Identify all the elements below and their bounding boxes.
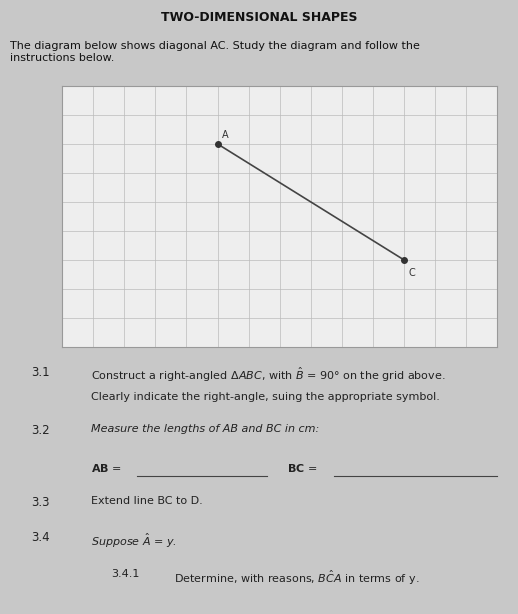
- Text: 3.1: 3.1: [31, 365, 50, 379]
- Text: A: A: [222, 130, 229, 140]
- Text: $\mathbf{AB}$ =: $\mathbf{AB}$ =: [91, 462, 121, 474]
- Text: TWO-DIMENSIONAL SHAPES: TWO-DIMENSIONAL SHAPES: [161, 12, 357, 25]
- Text: Extend line BC to D.: Extend line BC to D.: [91, 497, 203, 507]
- Text: 3.3: 3.3: [31, 497, 50, 510]
- Text: $\mathbf{BC}$ =: $\mathbf{BC}$ =: [287, 462, 318, 474]
- Text: Determine, with reasons, $B\hat{C}A$ in terms of y.: Determine, with reasons, $B\hat{C}A$ in …: [174, 569, 419, 587]
- Text: 3.2: 3.2: [31, 424, 50, 437]
- Text: C: C: [409, 268, 415, 278]
- Text: Construct a right-angled $\Delta ABC$, with $\hat{B}$ = 90° on the grid above.: Construct a right-angled $\Delta ABC$, w…: [91, 365, 445, 384]
- Text: The diagram below shows diagonal AC. Study the diagram and follow the
instructio: The diagram below shows diagonal AC. Stu…: [10, 41, 420, 63]
- Text: Suppose $\hat{A}$ = y.: Suppose $\hat{A}$ = y.: [91, 531, 177, 550]
- Text: Measure the lengths of AB and BC in cm:: Measure the lengths of AB and BC in cm:: [91, 424, 319, 434]
- Text: 3.4: 3.4: [31, 531, 50, 544]
- Text: Clearly indicate the right-angle, suing the appropriate symbol.: Clearly indicate the right-angle, suing …: [91, 392, 440, 402]
- Text: 3.4.1: 3.4.1: [111, 569, 140, 578]
